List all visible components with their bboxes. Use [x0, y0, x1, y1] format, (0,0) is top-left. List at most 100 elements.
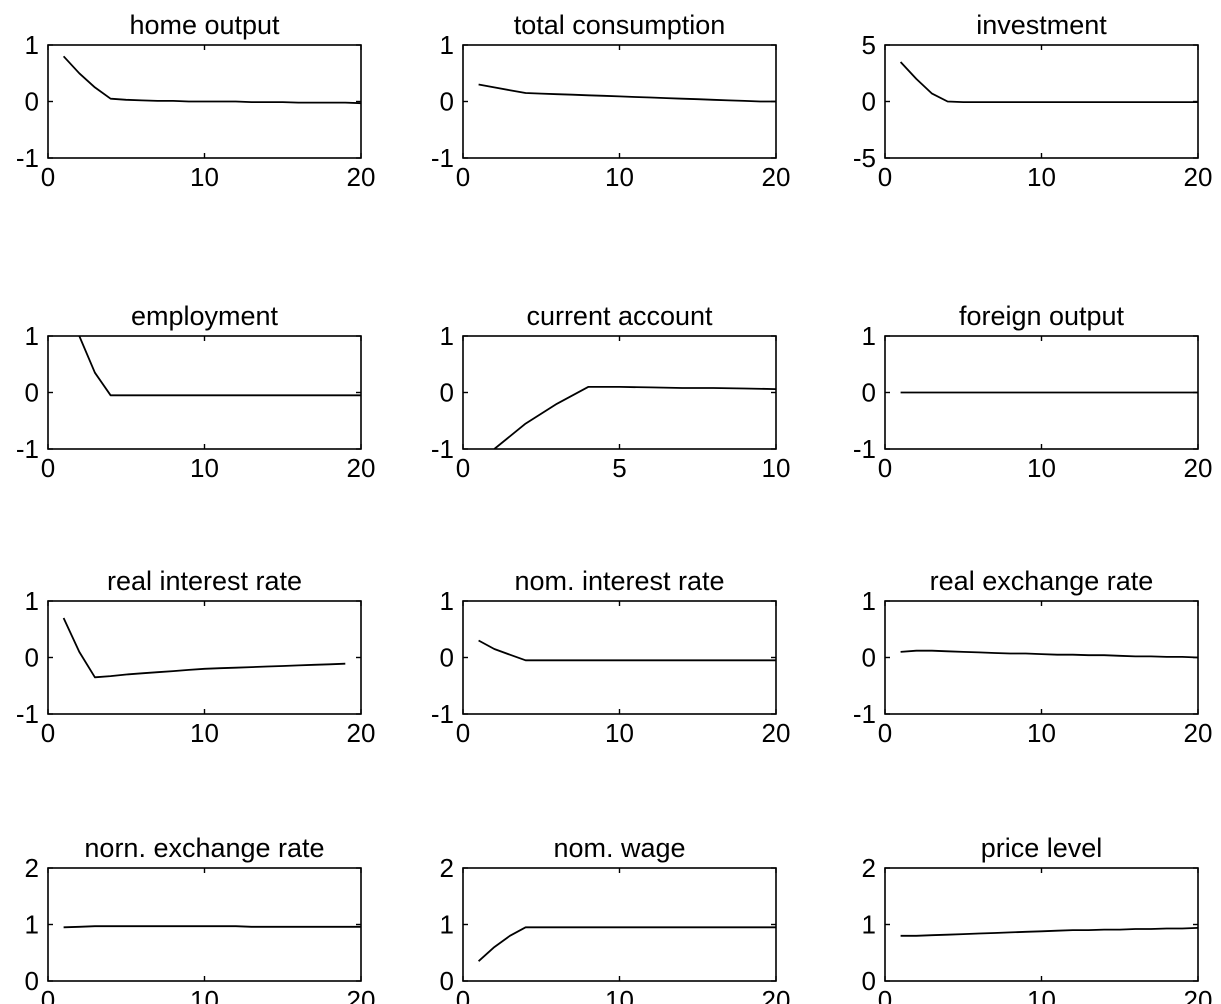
axes-frame: [462, 600, 777, 715]
y-tick-label: -1: [431, 434, 454, 464]
x-tick-label: 20: [762, 162, 791, 192]
y-tick-label: 0: [25, 966, 39, 996]
x-tick-label: 0: [878, 162, 892, 192]
x-tick-label: 20: [1184, 985, 1213, 1004]
y-tick-label: 1: [862, 586, 876, 616]
y-tick-label: 0: [862, 643, 876, 673]
axes-frame: [462, 335, 777, 450]
y-tick-label: 0: [25, 87, 39, 117]
y-tick-label: 1: [25, 30, 39, 60]
chart-panel-9: norn. exchange rate 0 10 20 0 1 2: [25, 833, 376, 1004]
y-tick-label: 1: [25, 321, 39, 351]
panel-title: employment: [131, 301, 279, 331]
x-tick-label: 10: [1027, 162, 1056, 192]
x-tick-label: 20: [762, 718, 791, 748]
series-line: [62, 617, 346, 679]
x-tick-label: 0: [41, 453, 55, 483]
y-tick-label: 0: [440, 966, 454, 996]
x-tick-label: 10: [1027, 985, 1056, 1004]
x-tick-label: 10: [1027, 453, 1056, 483]
y-tick-label: -1: [16, 143, 39, 173]
x-tick-label: 10: [190, 453, 219, 483]
series-line: [63, 925, 361, 929]
panel-title: total consumption: [514, 10, 726, 40]
axes-frame: [47, 867, 362, 982]
x-tick-label: 0: [456, 985, 470, 1004]
y-tick-label: 1: [862, 321, 876, 351]
y-tick-label: 1: [25, 910, 39, 940]
y-tick-label: 0: [862, 966, 876, 996]
x-tick-label: 20: [347, 162, 376, 192]
y-tick-label: -1: [853, 699, 876, 729]
series-line: [62, 55, 361, 105]
axes-frame: [47, 335, 362, 450]
series-line: [478, 83, 776, 103]
y-tick-label: 0: [440, 643, 454, 673]
y-tick-label: -1: [16, 699, 39, 729]
x-tick-label: 10: [605, 162, 634, 192]
axes-frame: [462, 867, 777, 982]
panel-title: norn. exchange rate: [84, 833, 324, 863]
x-tick-label: 10: [1027, 718, 1056, 748]
y-tick-label: 0: [440, 378, 454, 408]
y-tick-label: 1: [440, 910, 454, 940]
y-tick-label: 0: [862, 378, 876, 408]
series-line: [900, 649, 1198, 659]
y-tick-label: 0: [862, 87, 876, 117]
x-tick-label: 0: [878, 985, 892, 1004]
x-tick-label: 20: [1184, 162, 1213, 192]
series-line: [493, 385, 776, 449]
series-line: [900, 927, 1198, 937]
x-tick-label: 10: [190, 162, 219, 192]
panel-title: investment: [976, 10, 1107, 40]
y-tick-label: 2: [862, 853, 876, 883]
x-tick-label: 10: [762, 453, 791, 483]
panel-title: price level: [981, 833, 1103, 863]
x-tick-label: 20: [347, 985, 376, 1004]
y-tick-label: -1: [431, 699, 454, 729]
panel-title: real exchange rate: [930, 566, 1154, 596]
x-tick-label: 10: [190, 985, 219, 1004]
panel-title: home output: [129, 10, 280, 40]
y-tick-label: 0: [440, 87, 454, 117]
x-tick-label: 0: [878, 453, 892, 483]
x-tick-label: 10: [605, 718, 634, 748]
y-tick-label: 0: [25, 643, 39, 673]
axes-frame: [884, 600, 1199, 715]
axes-frame: [462, 44, 777, 159]
x-tick-label: 0: [456, 718, 470, 748]
x-tick-label: 5: [612, 453, 626, 483]
series-line: [478, 639, 776, 662]
x-tick-label: 20: [347, 718, 376, 748]
y-tick-label: 2: [25, 853, 39, 883]
y-tick-label: 1: [440, 586, 454, 616]
y-tick-label: 1: [440, 30, 454, 60]
axes-frame: [47, 600, 362, 715]
x-tick-label: 0: [456, 453, 470, 483]
x-tick-label: 10: [605, 985, 634, 1004]
y-tick-label: 1: [862, 910, 876, 940]
x-tick-label: 20: [1184, 718, 1213, 748]
y-tick-label: -1: [16, 434, 39, 464]
panel-title: nom. interest rate: [514, 566, 724, 596]
series-line: [78, 336, 361, 397]
chart-panel-11: price level 0 10 20 0 1 2: [862, 833, 1213, 1004]
y-tick-label: -1: [853, 434, 876, 464]
y-tick-label: 0: [25, 378, 39, 408]
y-tick-label: 2: [440, 853, 454, 883]
x-tick-label: 10: [190, 718, 219, 748]
y-tick-label: 1: [25, 586, 39, 616]
axes-frame: [884, 867, 1199, 982]
y-tick-label: 5: [862, 30, 876, 60]
x-tick-label: 20: [1184, 453, 1213, 483]
y-tick-label: -1: [431, 143, 454, 173]
